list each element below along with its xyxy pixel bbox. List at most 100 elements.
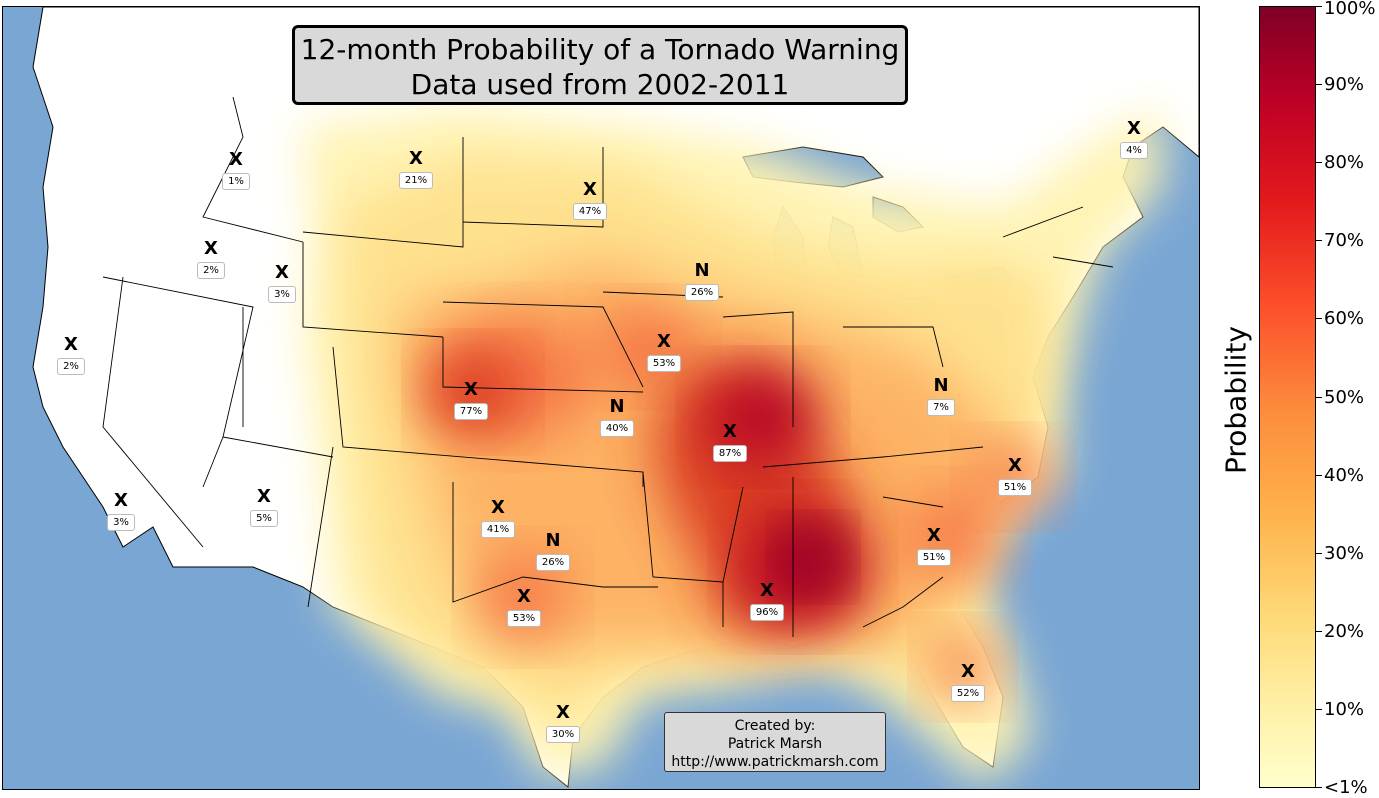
marker: X 96% xyxy=(737,582,797,621)
colorbar-tick xyxy=(1316,84,1322,85)
marker: X 53% xyxy=(634,333,694,372)
marker-value: 51% xyxy=(916,549,952,566)
marker-value: 96% xyxy=(749,604,785,621)
marker: X 5% xyxy=(234,488,294,527)
marker-value: 3% xyxy=(268,286,296,303)
marker: X 51% xyxy=(904,527,964,566)
marker-symbol: N xyxy=(609,396,625,417)
marker-value: 51% xyxy=(997,479,1033,496)
marker-value: 77% xyxy=(453,403,489,420)
marker-symbol: X xyxy=(657,331,671,352)
colorbar-tick-label: 60% xyxy=(1324,308,1365,329)
colorbar-tick-label: 90% xyxy=(1324,74,1365,95)
title-line-2: Data used from 2002-2011 xyxy=(410,68,790,101)
marker-value: 26% xyxy=(535,554,571,571)
credit-url: http://www.patrickmarsh.com xyxy=(671,754,879,770)
colorbar-title: Probability xyxy=(1219,325,1253,475)
marker-symbol: X xyxy=(114,490,128,511)
colorbar-tick-label: 30% xyxy=(1324,543,1365,564)
colorbar-tick xyxy=(1316,475,1322,476)
map-canvas xyxy=(3,7,1199,789)
marker-symbol: N xyxy=(933,375,949,396)
marker-symbol: X xyxy=(229,149,243,170)
marker-value: 7% xyxy=(927,399,955,416)
colorbar-tick-label: 70% xyxy=(1324,230,1365,251)
marker-value: 53% xyxy=(506,610,542,627)
colorbar-tick xyxy=(1316,709,1322,710)
marker-symbol: X xyxy=(760,580,774,601)
marker: X 3% xyxy=(252,264,312,303)
marker: X 1% xyxy=(206,151,266,190)
marker: X 3% xyxy=(91,492,151,531)
colorbar-tick-label: 80% xyxy=(1324,152,1365,173)
marker-value: 2% xyxy=(197,262,225,279)
marker-value: 87% xyxy=(712,445,748,462)
marker-value: 52% xyxy=(950,685,986,702)
marker-symbol: N xyxy=(694,260,710,281)
marker: X 21% xyxy=(386,150,446,189)
marker-symbol: X xyxy=(1127,118,1141,139)
marker: X 2% xyxy=(41,336,101,375)
colorbar-tick xyxy=(1316,787,1322,788)
credit-line-2: Patrick Marsh xyxy=(727,736,823,752)
marker-value: 21% xyxy=(398,172,434,189)
colorbar-tick xyxy=(1316,240,1322,241)
colorbar-tick xyxy=(1316,397,1322,398)
marker: X 77% xyxy=(441,381,501,420)
state-borders xyxy=(102,96,1114,637)
marker-value: 26% xyxy=(684,284,720,301)
marker: N 26% xyxy=(523,532,583,571)
marker-value: 30% xyxy=(545,726,581,743)
colorbar-tick xyxy=(1316,318,1322,319)
marker-symbol: X xyxy=(275,262,289,283)
marker-symbol: X xyxy=(257,486,271,507)
marker-symbol: N xyxy=(545,530,561,551)
colorbar xyxy=(1259,6,1316,788)
colorbar-tick xyxy=(1316,631,1322,632)
marker-symbol: X xyxy=(491,497,505,518)
marker: X 51% xyxy=(985,457,1045,496)
credit-line-1: Created by: xyxy=(734,718,816,734)
marker-symbol: X xyxy=(583,179,597,200)
marker-symbol: X xyxy=(723,421,737,442)
colorbar-tick xyxy=(1316,162,1322,163)
colorbar-tick-label: <1% xyxy=(1324,777,1368,798)
marker: N 7% xyxy=(911,377,971,416)
credit-box: Created by: Patrick Marsh http://www.pat… xyxy=(664,712,886,772)
marker-symbol: X xyxy=(556,702,570,723)
marker-value: 1% xyxy=(222,173,250,190)
marker-symbol: X xyxy=(1008,455,1022,476)
marker-value: 4% xyxy=(1120,142,1148,159)
marker: X 87% xyxy=(700,423,760,462)
marker-value: 3% xyxy=(107,514,135,531)
marker-symbol: X xyxy=(464,379,478,400)
marker-value: 47% xyxy=(572,203,608,220)
marker-value: 40% xyxy=(599,420,635,437)
marker: X 4% xyxy=(1104,120,1164,159)
marker: X 52% xyxy=(938,663,998,702)
colorbar-tick-label: 40% xyxy=(1324,465,1365,486)
title-line-1: 12-month Probability of a Tornado Warnin… xyxy=(300,33,900,66)
colorbar-tick-label: 50% xyxy=(1324,387,1365,408)
marker: X 53% xyxy=(494,588,554,627)
marker: X 30% xyxy=(533,704,593,743)
marker-value: 41% xyxy=(480,521,516,538)
marker-symbol: X xyxy=(517,586,531,607)
marker-symbol: X xyxy=(927,525,941,546)
marker: X 2% xyxy=(181,240,241,279)
marker: N 26% xyxy=(672,262,732,301)
colorbar-tick xyxy=(1316,553,1322,554)
marker: X 41% xyxy=(468,499,528,538)
marker-symbol: X xyxy=(204,238,218,259)
marker-symbol: X xyxy=(961,661,975,682)
marker-symbol: X xyxy=(64,334,78,355)
colorbar-tick-label: 20% xyxy=(1324,621,1365,642)
marker: N 40% xyxy=(587,398,647,437)
map-title: 12-month Probability of a Tornado Warnin… xyxy=(292,25,908,105)
marker-value: 53% xyxy=(646,355,682,372)
colorbar-tick xyxy=(1316,6,1322,7)
colorbar-tick-label: 10% xyxy=(1324,699,1365,720)
marker-value: 5% xyxy=(250,510,278,527)
marker: X 47% xyxy=(560,181,620,220)
marker-value: 2% xyxy=(57,358,85,375)
